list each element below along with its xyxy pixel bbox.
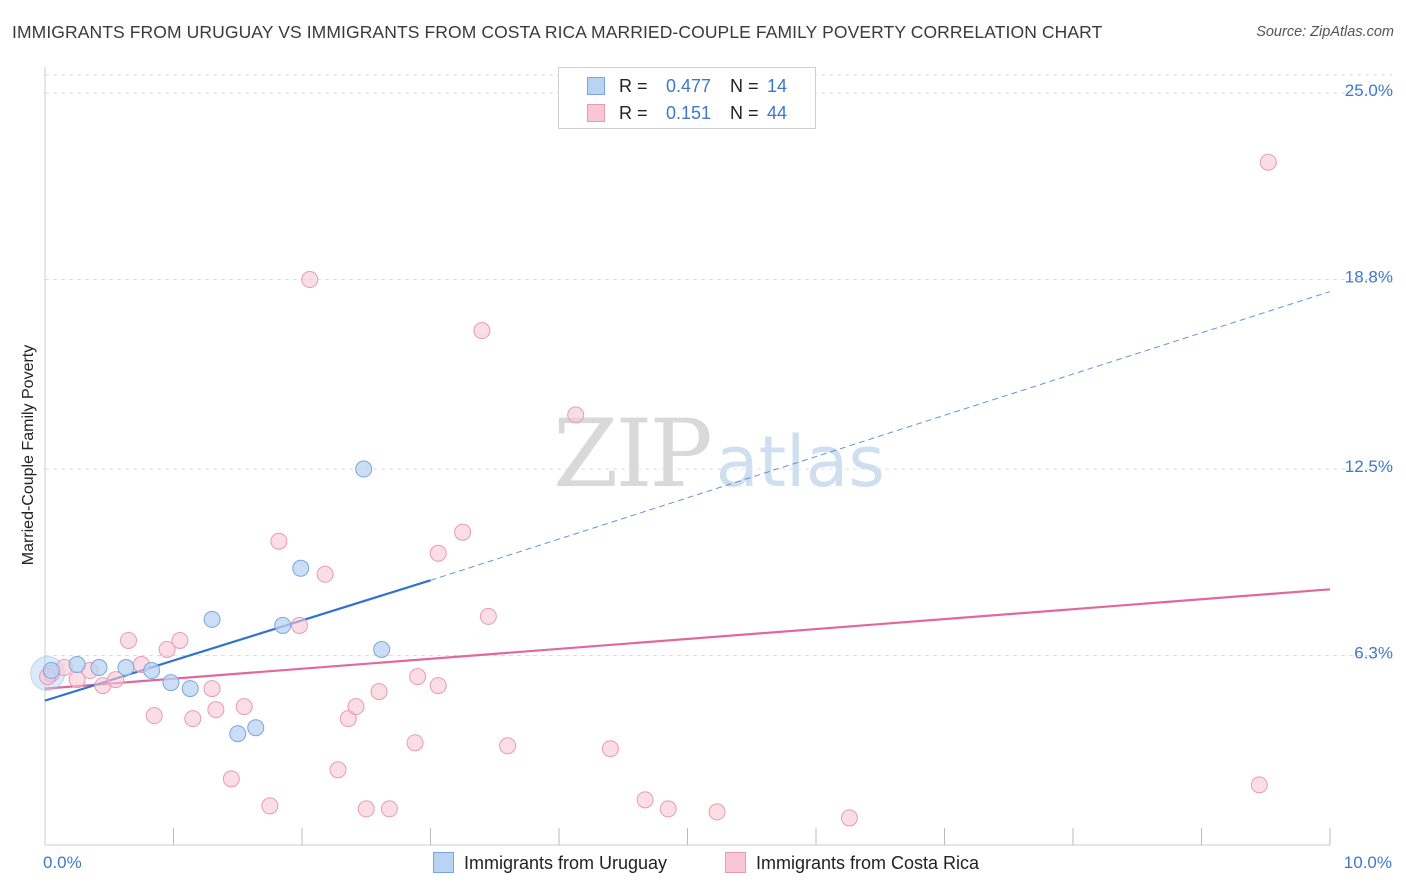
watermark: ZIPatlas xyxy=(553,400,885,509)
source-label: Source: ZipAtlas.com xyxy=(1256,24,1394,40)
data-point-uruguay xyxy=(355,460,373,478)
data-point-uruguay xyxy=(181,680,199,698)
data-point-uruguay xyxy=(117,659,135,677)
data-point-costa-rica xyxy=(290,616,308,634)
data-point-costa-rica xyxy=(1250,776,1268,794)
data-point-uruguay xyxy=(274,616,292,634)
data-point-costa-rica xyxy=(222,770,240,788)
data-point-costa-rica xyxy=(370,683,388,701)
data-point-uruguay xyxy=(203,610,221,628)
data-point-costa-rica xyxy=(107,671,125,689)
y-tick-label: 12.5% xyxy=(1345,457,1393,476)
legend-swatch-costa-rica xyxy=(587,104,605,122)
data-point-costa-rica xyxy=(301,271,319,289)
legend-r-value: 0.151 xyxy=(665,103,711,123)
data-point-uruguay xyxy=(68,656,86,674)
x-tick-label-max: 10.0% xyxy=(1343,853,1392,872)
legend-n-value: 14 xyxy=(767,76,788,96)
data-point-costa-rica xyxy=(171,631,189,649)
trend-line-uruguay-extension xyxy=(430,291,1331,581)
legend-stats: R = 0.477 N = 14 R = 0.151 N = 44 xyxy=(558,67,816,129)
data-point-uruguay xyxy=(292,559,310,577)
data-point-costa-rica xyxy=(339,710,357,728)
data-point-costa-rica xyxy=(207,701,225,719)
data-point-costa-rica xyxy=(145,707,163,725)
data-point-uruguay xyxy=(162,674,180,692)
legend-r-label: R = xyxy=(619,76,648,96)
data-point-costa-rica xyxy=(636,791,654,809)
data-point-costa-rica xyxy=(708,803,726,821)
data-point-costa-rica xyxy=(357,800,375,818)
legend-label-uruguay: Immigrants from Uruguay xyxy=(464,853,668,873)
trend-line-costa-rica xyxy=(44,588,1331,690)
data-point-costa-rica xyxy=(235,698,253,716)
data-point-costa-rica xyxy=(479,607,497,625)
data-point-costa-rica xyxy=(454,523,472,541)
legend-n-label: N = xyxy=(730,103,759,123)
data-point-costa-rica xyxy=(659,800,677,818)
y-axis-label: Married-Couple Family Poverty xyxy=(20,344,37,566)
data-point-costa-rica xyxy=(380,800,398,818)
data-point-costa-rica xyxy=(184,710,202,728)
data-point-uruguay xyxy=(143,662,161,680)
data-point-costa-rica xyxy=(840,809,858,827)
legend-r-value: 0.477 xyxy=(665,76,711,96)
legend-item-costa-rica[interactable]: Immigrants from Costa Rica xyxy=(725,852,979,874)
legend-label-costa-rica: Immigrants from Costa Rica xyxy=(756,853,980,873)
legend-n-label: N = xyxy=(730,76,759,96)
legend-swatch-uruguay xyxy=(587,77,605,95)
data-point-costa-rica xyxy=(270,532,288,550)
data-point-uruguay xyxy=(247,719,265,737)
data-point-uruguay xyxy=(90,659,108,677)
chart-title: IMMIGRANTS FROM URUGUAY VS IMMIGRANTS FR… xyxy=(12,22,1103,42)
data-point-costa-rica xyxy=(203,680,221,698)
data-point-costa-rica xyxy=(499,737,517,755)
data-point-costa-rica xyxy=(347,698,365,716)
legend-n-value: 44 xyxy=(767,103,788,123)
data-point-costa-rica xyxy=(1259,153,1277,171)
data-point-costa-rica xyxy=(429,677,447,695)
data-point-costa-rica xyxy=(329,761,347,779)
data-point-costa-rica xyxy=(316,565,334,583)
data-point-costa-rica xyxy=(429,544,447,562)
data-point-costa-rica xyxy=(120,631,138,649)
watermark-atlas: atlas xyxy=(715,421,885,503)
data-point-uruguay xyxy=(42,662,60,680)
x-tick-label-min: 0.0% xyxy=(43,853,82,872)
data-point-costa-rica xyxy=(261,797,279,815)
data-point-costa-rica xyxy=(601,740,619,758)
data-point-uruguay xyxy=(373,640,391,658)
legend-swatch-costa-rica xyxy=(725,852,746,873)
data-point-costa-rica xyxy=(158,640,176,658)
y-tick-label: 25.0% xyxy=(1345,81,1393,100)
data-point-costa-rica xyxy=(567,406,585,424)
legend-swatch-uruguay xyxy=(433,852,454,873)
data-point-costa-rica xyxy=(406,734,424,752)
data-point-costa-rica xyxy=(409,668,427,686)
y-tick-label: 18.8% xyxy=(1345,268,1393,287)
legend-r-label: R = xyxy=(619,103,648,123)
data-point-costa-rica xyxy=(473,322,491,340)
legend-item-uruguay[interactable]: Immigrants from Uruguay xyxy=(433,852,667,874)
data-point-uruguay xyxy=(229,725,247,743)
y-tick-label: 6.3% xyxy=(1354,644,1393,663)
